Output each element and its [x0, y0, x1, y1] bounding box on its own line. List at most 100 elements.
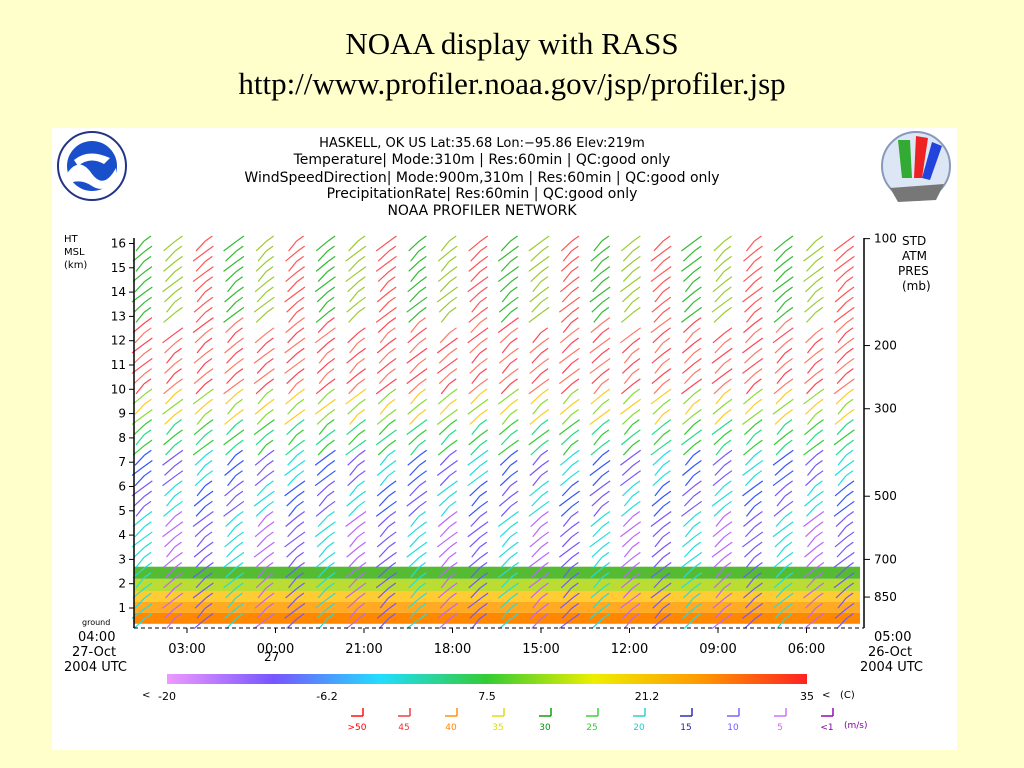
- wind-barb-flag: [267, 419, 275, 426]
- wind-barb-flag: [663, 419, 672, 426]
- wind-barb: [592, 526, 603, 538]
- wind-barb: [834, 342, 848, 354]
- wind-barb: [436, 291, 451, 303]
- wind-barb-flag: [724, 276, 733, 283]
- wind-barb-flag: [448, 500, 457, 507]
- wind-barb: [532, 475, 542, 487]
- x-tick-label: 15:00: [522, 642, 559, 657]
- wind-barb-flag: [662, 480, 671, 487]
- wind-barb: [532, 597, 542, 609]
- wind-barb-flag: [265, 245, 274, 252]
- wind-barb-flag: [694, 235, 703, 242]
- wind-barb: [468, 383, 482, 395]
- wind-barb-flag: [816, 419, 824, 426]
- wind-barb: [529, 362, 543, 374]
- wind-barb-flag: [236, 572, 245, 579]
- wind-barb: [227, 454, 237, 466]
- wind-barb-flag: [174, 490, 182, 497]
- ground-label: ground: [82, 618, 111, 627]
- wind-barb-flag: [174, 511, 183, 518]
- wind-barb-flag: [815, 449, 824, 456]
- wind-barb: [622, 393, 634, 405]
- wind-legend-label: 35: [492, 723, 503, 733]
- wind-barb-flag: [389, 306, 397, 313]
- wind-barb-flag: [754, 470, 763, 477]
- wind-barb: [193, 301, 207, 313]
- wind-barb: [256, 607, 267, 619]
- wind-barb-flag: [571, 255, 580, 262]
- wind-barb-flag: [175, 327, 184, 334]
- wind-barb-flag: [357, 470, 366, 477]
- wind-barb-flag: [724, 347, 733, 354]
- wind-barb: [314, 526, 329, 538]
- wind-barb-flag: [631, 490, 640, 497]
- wind-barb-flag: [144, 419, 153, 426]
- wind-barb: [531, 495, 542, 507]
- wind-legend-label: 20: [633, 723, 645, 733]
- wind-barb: [347, 281, 359, 293]
- wind-barb-flag: [479, 388, 488, 395]
- wind-barb: [833, 434, 848, 446]
- wind-barb-flag: [174, 582, 183, 589]
- wind-barb: [652, 281, 664, 293]
- wind-barb-flag: [328, 398, 336, 405]
- wind-barb: [622, 250, 634, 262]
- wind-barb: [651, 352, 665, 364]
- wind-barb-flag: [388, 460, 397, 466]
- wind-barb: [712, 332, 726, 344]
- wind-barb: [438, 352, 451, 364]
- wind-barb-flag: [510, 449, 519, 456]
- wind-barb-flag: [632, 572, 641, 579]
- wind-barb: [714, 291, 725, 303]
- wind-barb: [713, 434, 725, 446]
- wind-barb: [681, 434, 696, 446]
- wind-barb: [347, 475, 359, 487]
- wind-barb-flag: [388, 419, 396, 426]
- wind-barb-flag: [571, 480, 579, 487]
- wind-barb: [682, 291, 695, 303]
- wind-barb: [377, 322, 390, 334]
- wind-barb-flag: [815, 460, 823, 466]
- wind-barb: [743, 322, 756, 334]
- plot-header-precip: PrecipitationRate| Res:60min | QC:good o…: [326, 186, 638, 202]
- wind-barb: [288, 434, 298, 446]
- wind-barb: [560, 577, 573, 589]
- wind-barb: [436, 465, 451, 476]
- wind-barb: [377, 250, 390, 262]
- wind-barb: [498, 424, 512, 436]
- wind-barb: [743, 444, 756, 456]
- wind-barb: [163, 240, 176, 252]
- wind-barb: [254, 475, 268, 487]
- wind-barb: [437, 567, 451, 579]
- wind-barb: [378, 301, 389, 313]
- wind-barb-flag: [480, 327, 489, 334]
- wind-barb-flag: [266, 429, 275, 436]
- wind-barb-flag: [815, 337, 823, 344]
- wind-barb-flag: [724, 592, 733, 599]
- wind-barb: [772, 454, 787, 466]
- x-tick-label: 21:00: [345, 642, 382, 657]
- wind-barb: [591, 373, 603, 385]
- wind-barb: [559, 403, 573, 415]
- wind-barb-flag: [632, 439, 641, 446]
- wind-barb-flag: [846, 317, 855, 324]
- wind-barb: [437, 587, 451, 599]
- wind-barb-flag: [357, 592, 366, 599]
- wind-barb-flag: [785, 551, 794, 558]
- wind-barb: [132, 516, 146, 527]
- x-tick-label: 18:00: [434, 642, 471, 657]
- y-tick-label: 15: [111, 261, 126, 275]
- wind-barb-flag: [785, 521, 794, 528]
- wind-barb: [257, 250, 267, 262]
- wind-barb-flag: [206, 511, 214, 518]
- wind-barb: [714, 342, 725, 354]
- wind-barb-flag: [175, 592, 184, 599]
- wind-barb: [715, 250, 725, 262]
- wind-barb-flag: [448, 255, 457, 262]
- wind-barb: [682, 362, 695, 374]
- wind-barb: [164, 607, 176, 619]
- wind-barb-flag: [357, 306, 366, 313]
- wind-barb: [378, 424, 389, 436]
- wind-barb: [376, 362, 390, 374]
- wind-barb: [288, 312, 298, 323]
